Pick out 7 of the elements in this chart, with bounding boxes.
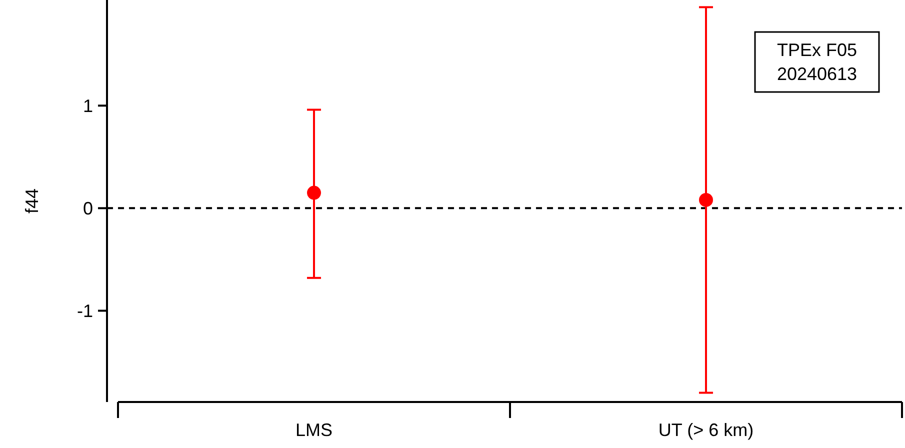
- y-tick-label: 1: [82, 96, 93, 116]
- y-tick-label: -1: [76, 301, 93, 322]
- x-tick-label: UT (> 6 km): [658, 420, 754, 440]
- x-tick-label: LMS: [295, 420, 333, 440]
- y-axis-title: f44: [22, 188, 42, 214]
- annotation: TPEx F05 20240613: [776, 40, 858, 84]
- y-tick-label: 0: [82, 198, 93, 218]
